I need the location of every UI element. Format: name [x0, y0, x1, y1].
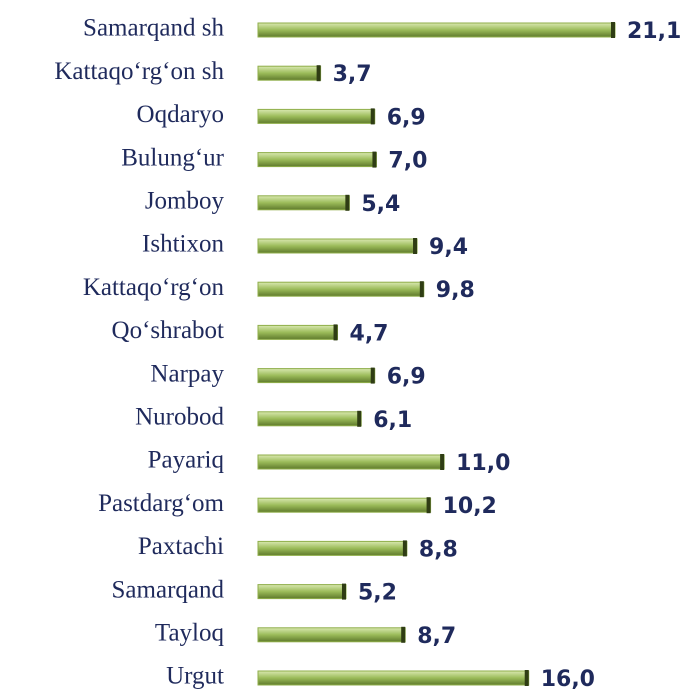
category-label: Kattaqo‘rg‘on sh — [54, 58, 224, 85]
bar — [257, 324, 339, 340]
bar-end — [370, 367, 375, 384]
bar — [257, 152, 377, 168]
bar — [257, 627, 406, 643]
category-label: Payariq — [148, 447, 225, 474]
bar — [257, 238, 418, 254]
category-label: Samarqand sh — [83, 15, 224, 42]
value-label: 6,9 — [387, 365, 426, 390]
category-label: Tayloq — [155, 620, 225, 647]
value-label: 6,9 — [387, 105, 426, 130]
bar-end — [401, 626, 406, 643]
bar — [257, 368, 376, 384]
category-label: Paxtachi — [138, 533, 224, 560]
bar-end — [402, 540, 407, 557]
category-label: Oqdaryo — [137, 101, 224, 128]
value-label: 9,4 — [429, 235, 468, 260]
value-label: 6,1 — [373, 408, 412, 433]
value-label: 8,8 — [419, 537, 458, 562]
bar-end — [413, 238, 418, 254]
bar-end — [524, 670, 529, 686]
category-label: Samarqand — [112, 576, 225, 603]
category-label: Nurobod — [135, 404, 224, 431]
value-label: 11,0 — [456, 451, 510, 476]
value-label: 16,0 — [541, 667, 595, 692]
bar-end — [341, 583, 346, 600]
value-label: 5,4 — [361, 192, 400, 217]
bar-end — [357, 410, 362, 427]
category-label: Jomboy — [145, 188, 225, 215]
bar-end — [372, 151, 377, 168]
value-label: 8,7 — [417, 624, 456, 649]
category-label: Pastdarg‘om — [98, 490, 224, 517]
bar — [257, 670, 530, 686]
bar-end — [611, 22, 615, 38]
category-label: Narpay — [150, 360, 224, 387]
bar — [257, 454, 445, 470]
bar — [257, 195, 350, 211]
bar — [257, 65, 322, 81]
bar-end — [440, 454, 445, 470]
bar — [257, 281, 425, 297]
bar-end — [333, 324, 338, 341]
category-label: Kattaqo‘rg‘on — [83, 274, 225, 301]
bar — [257, 22, 616, 38]
bar-end — [419, 281, 424, 298]
value-label: 3,7 — [333, 62, 372, 87]
bar-end — [426, 497, 431, 514]
bar-end — [345, 194, 350, 211]
category-label: Qo‘shrabot — [112, 317, 225, 344]
category-label: Bulung‘ur — [121, 144, 224, 171]
value-label: 10,2 — [443, 494, 497, 519]
category-label: Ishtixon — [142, 231, 224, 258]
value-label: 21,1 — [627, 19, 681, 44]
value-label: 9,8 — [436, 278, 475, 303]
bar — [257, 411, 362, 427]
bar-end — [316, 65, 321, 82]
value-label: 5,2 — [358, 581, 397, 606]
value-label: 7,0 — [388, 149, 427, 174]
category-label: Urgut — [166, 663, 224, 690]
bar-end — [370, 108, 375, 125]
bar — [257, 540, 408, 556]
bar — [257, 108, 376, 124]
value-label: 4,7 — [350, 321, 389, 346]
bar — [257, 584, 347, 600]
bar — [257, 497, 432, 513]
